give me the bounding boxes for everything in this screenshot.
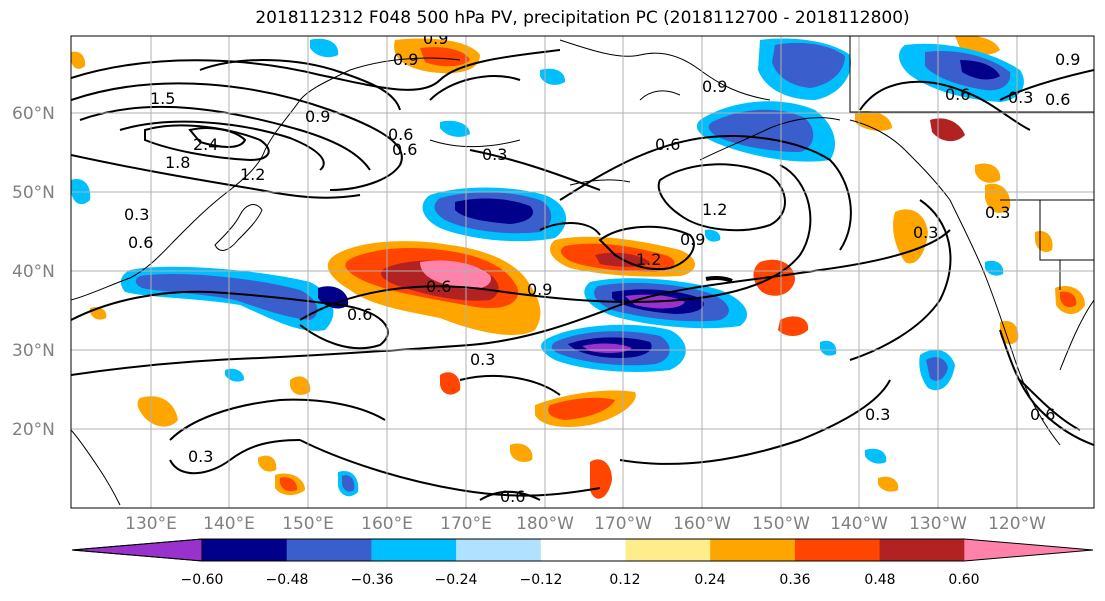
svg-text:1.5: 1.5 [150,89,175,108]
colorbar-tick-label: −0.36 [350,572,394,588]
svg-text:0.9: 0.9 [305,107,330,126]
colorbar-tick-label: −0.24 [434,572,478,588]
lon-label-140e: 140°E [203,514,255,534]
contour-value-labels: 0.9 0.9 1.5 2.4 1.8 1.2 0.9 0.6 0.3 0.3 … [124,29,1080,506]
svg-text:0.3: 0.3 [865,405,890,424]
lat-lon-grid [71,36,1094,508]
colorbar-box [371,539,457,561]
colorbar-box [202,539,288,561]
svg-text:0.3: 0.3 [124,205,149,224]
colorbar-box [794,539,881,561]
map-plot-area: 0.9 0.9 1.5 2.4 1.8 1.2 0.9 0.6 0.3 0.3 … [71,29,1094,508]
colorbar-box [456,539,542,561]
lon-label-130w: 130°W [909,514,967,534]
map-frame [70,35,1095,509]
lon-label-170e: 170°E [440,514,492,534]
colorbar-tick-label: 0.36 [779,572,811,588]
borders [849,36,1094,290]
svg-text:0.6: 0.6 [945,85,970,104]
colorbar-box [286,539,372,561]
map-title: 2018112312 F048 500 hPa PV, precipitatio… [255,8,910,28]
svg-text:0.6: 0.6 [1030,405,1055,424]
svg-text:0.3: 0.3 [985,203,1010,222]
svg-text:0.6: 0.6 [388,125,413,144]
colorbar-outline-left [71,538,203,562]
svg-text:0.3: 0.3 [913,223,938,242]
lon-label-160e: 160°E [361,514,413,534]
svg-text:0.6: 0.6 [500,487,525,506]
svg-text:1.8: 1.8 [165,153,190,172]
lon-label-170w: 170°W [594,514,652,534]
colorbar-tick-label: 0.24 [694,572,726,588]
svg-text:0.6: 0.6 [1045,90,1070,109]
coastlines [71,39,1094,506]
colorbar-tick-label: −0.12 [519,572,563,588]
svg-text:1.2: 1.2 [702,200,727,219]
svg-text:0.6: 0.6 [426,277,451,296]
svg-text:0.9: 0.9 [393,50,418,69]
lon-label-160w: 160°W [673,514,731,534]
svg-text:0.3: 0.3 [1008,88,1033,107]
svg-text:0.3: 0.3 [470,350,495,369]
svg-text:0.6: 0.6 [392,140,417,159]
lat-label-40n: 40°N [12,262,55,282]
svg-text:1.2: 1.2 [636,250,661,269]
pv-max-segment [705,275,733,283]
lon-label-130e: 130°E [125,514,177,534]
lat-label-30n: 30°N [12,341,55,361]
svg-text:1.2: 1.2 [240,165,265,184]
colorbar-tick-label: 0.60 [948,572,980,588]
lon-label-120w: 120°W [988,514,1046,534]
lat-label-60n: 60°N [12,104,55,124]
svg-text:0.9: 0.9 [1055,50,1080,69]
svg-text:0.6: 0.6 [347,305,372,324]
lat-label-20n: 20°N [12,420,55,440]
colorbar-segments [71,538,1094,562]
colorbar-tick-label: 0.12 [609,572,641,588]
svg-text:0.6: 0.6 [128,233,153,252]
colorbar-box [625,539,711,561]
colorbar-box [879,539,965,561]
lon-label-150w: 150°W [752,514,810,534]
svg-text:0.6: 0.6 [655,135,680,154]
colorbar-box [710,539,796,561]
colorbar-tick-label: −0.48 [265,572,309,588]
svg-text:2.4: 2.4 [193,135,218,154]
svg-text:0.9: 0.9 [423,29,448,48]
colorbar-tick-label: −0.60 [180,572,224,588]
svg-text:0.9: 0.9 [680,230,705,249]
colorbar-tick-label: 0.48 [864,572,896,588]
pv-contours [71,49,1094,501]
svg-text:0.3: 0.3 [188,447,213,466]
lat-label-50n: 50°N [12,183,55,203]
colorbar-box [540,539,626,561]
svg-text:0.3: 0.3 [482,145,507,164]
lon-label-140w: 140°W [830,514,888,534]
svg-text:0.9: 0.9 [702,77,727,96]
colorbar-extend-min [72,539,202,561]
lon-label-180w: 180°W [516,514,574,534]
lon-label-150e: 150°E [282,514,334,534]
colorbar-extend-max [964,539,1093,561]
svg-text:0.9: 0.9 [527,280,552,299]
